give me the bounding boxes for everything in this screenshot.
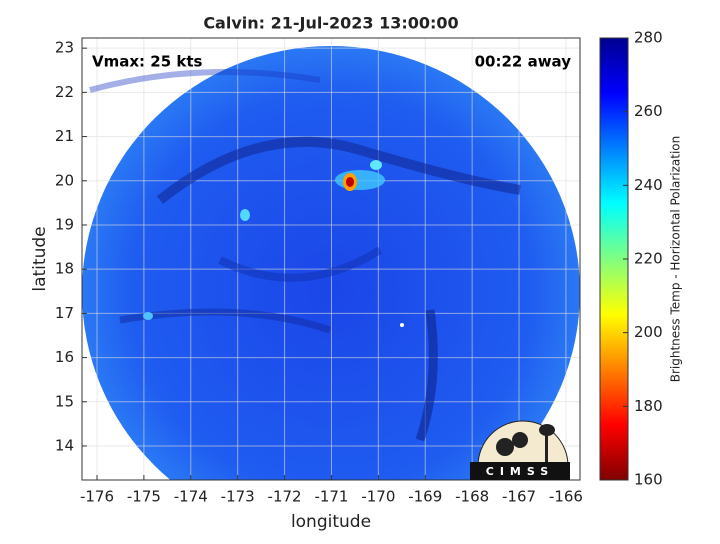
y-tick-label: 16 — [55, 348, 74, 366]
x-tick-label: -167 — [502, 488, 536, 506]
colorbar-tick-label: 260 — [634, 102, 663, 120]
x-axis-label: longitude — [291, 512, 371, 532]
y-tick-label: 18 — [55, 260, 74, 278]
y-axis-label: latitude — [30, 226, 50, 291]
y-tick-label: 19 — [55, 215, 74, 233]
colorbar-tick-label: 240 — [634, 176, 663, 194]
y-tick-label: 17 — [55, 304, 74, 322]
logo-text: CIMSS — [486, 465, 554, 478]
x-tick-label: -176 — [80, 488, 114, 506]
x-tick-label: -175 — [127, 488, 161, 506]
image-features — [89, 69, 521, 442]
y-tick-label: 23 — [55, 39, 74, 57]
x-tick-label: -169 — [408, 488, 442, 506]
x-tick-label: -172 — [268, 488, 302, 506]
x-tick-label: -170 — [361, 488, 395, 506]
y-tick-label: 20 — [55, 171, 74, 189]
chart-title: Calvin: 21-Jul-2023 13:00:00 — [203, 14, 458, 33]
annotation: 00:22 away — [475, 53, 572, 71]
y-tick-label: 21 — [55, 127, 74, 145]
axes: -176 -175 -174 -173 -172 -171 -170 -169 -168 -167… — [55, 37, 583, 506]
x-tick-label: -166 — [549, 488, 583, 506]
colorbar-tick-label: 200 — [634, 323, 663, 341]
logo: CIMSS — [470, 420, 570, 480]
x-tick-label: -173 — [221, 488, 255, 506]
x-tick-label: -168 — [455, 488, 489, 506]
colorbar-tick-label: 280 — [634, 29, 663, 47]
colorbar-tick-label: 180 — [634, 397, 663, 415]
annotation: Vmax: 25 kts — [92, 53, 202, 71]
x-tick-label: -174 — [174, 488, 208, 506]
colorbar-tick-label: 220 — [634, 250, 663, 268]
x-tick-label: -171 — [314, 488, 348, 506]
y-tick-label: 15 — [55, 392, 74, 410]
y-tick-label: 22 — [55, 83, 74, 101]
y-tick-label: 14 — [55, 436, 74, 454]
plot-frame — [81, 37, 581, 481]
colorbar-label: Brightness Temp - Horizontal Polarizatio… — [669, 136, 683, 383]
colorbar-tick-label: 160 — [634, 471, 663, 489]
